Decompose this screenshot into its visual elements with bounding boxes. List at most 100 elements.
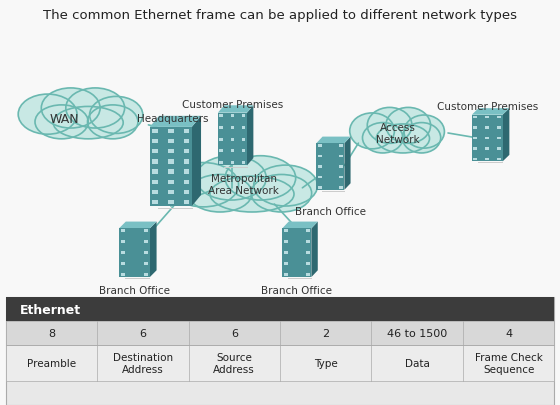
Polygon shape: [288, 278, 312, 279]
FancyBboxPatch shape: [284, 252, 288, 254]
Text: 46 to 1500: 46 to 1500: [387, 328, 447, 338]
FancyBboxPatch shape: [152, 190, 157, 195]
Text: Frame Check
Sequence: Frame Check Sequence: [475, 352, 543, 374]
Polygon shape: [282, 222, 318, 229]
FancyBboxPatch shape: [152, 200, 157, 205]
FancyBboxPatch shape: [318, 155, 321, 158]
FancyBboxPatch shape: [231, 150, 234, 153]
FancyBboxPatch shape: [241, 138, 245, 141]
Text: 6: 6: [231, 328, 238, 338]
FancyBboxPatch shape: [168, 160, 174, 164]
Ellipse shape: [18, 95, 77, 135]
Polygon shape: [503, 109, 510, 162]
Ellipse shape: [349, 114, 394, 149]
Ellipse shape: [168, 163, 239, 207]
FancyBboxPatch shape: [339, 166, 343, 168]
Ellipse shape: [210, 177, 294, 213]
FancyBboxPatch shape: [485, 158, 489, 161]
Text: 6: 6: [139, 328, 146, 338]
Polygon shape: [218, 106, 253, 113]
FancyBboxPatch shape: [497, 127, 501, 130]
Ellipse shape: [254, 166, 318, 207]
Ellipse shape: [90, 97, 143, 134]
Polygon shape: [150, 117, 201, 128]
Ellipse shape: [188, 175, 252, 213]
FancyBboxPatch shape: [485, 137, 489, 140]
FancyBboxPatch shape: [121, 274, 125, 276]
FancyBboxPatch shape: [497, 117, 501, 119]
FancyBboxPatch shape: [284, 230, 288, 232]
Polygon shape: [478, 163, 503, 164]
FancyBboxPatch shape: [306, 274, 310, 276]
FancyBboxPatch shape: [184, 150, 189, 154]
Text: Ethernet: Ethernet: [20, 303, 81, 316]
FancyBboxPatch shape: [220, 150, 223, 153]
FancyBboxPatch shape: [318, 176, 321, 179]
FancyBboxPatch shape: [316, 144, 344, 190]
FancyBboxPatch shape: [168, 129, 174, 134]
FancyBboxPatch shape: [150, 128, 192, 207]
Polygon shape: [316, 137, 351, 144]
Ellipse shape: [41, 89, 100, 129]
FancyBboxPatch shape: [339, 176, 343, 179]
FancyBboxPatch shape: [220, 115, 223, 117]
Polygon shape: [247, 106, 253, 166]
FancyBboxPatch shape: [168, 170, 174, 174]
Ellipse shape: [35, 106, 88, 139]
FancyBboxPatch shape: [485, 127, 489, 130]
FancyBboxPatch shape: [184, 170, 189, 174]
Ellipse shape: [376, 125, 430, 153]
Polygon shape: [322, 191, 345, 192]
FancyBboxPatch shape: [6, 298, 554, 321]
Text: Customer Premises: Customer Premises: [182, 99, 283, 109]
FancyBboxPatch shape: [339, 155, 343, 158]
FancyBboxPatch shape: [220, 162, 223, 165]
FancyBboxPatch shape: [284, 263, 288, 265]
FancyBboxPatch shape: [241, 126, 245, 129]
Text: Access
Network: Access Network: [376, 123, 419, 145]
FancyBboxPatch shape: [184, 129, 189, 134]
Polygon shape: [192, 117, 201, 207]
FancyBboxPatch shape: [474, 148, 478, 151]
FancyBboxPatch shape: [474, 127, 478, 130]
FancyBboxPatch shape: [241, 162, 245, 165]
FancyBboxPatch shape: [168, 180, 174, 184]
FancyBboxPatch shape: [231, 126, 234, 129]
FancyBboxPatch shape: [282, 229, 311, 277]
Text: The common Ethernet frame can be applied to different network types: The common Ethernet frame can be applied…: [43, 9, 517, 22]
Polygon shape: [125, 278, 151, 279]
Polygon shape: [150, 222, 157, 277]
Polygon shape: [119, 222, 157, 229]
Ellipse shape: [53, 107, 123, 139]
Ellipse shape: [87, 106, 138, 139]
Text: Branch Office: Branch Office: [262, 286, 332, 296]
FancyBboxPatch shape: [152, 180, 157, 184]
FancyBboxPatch shape: [306, 263, 310, 265]
FancyBboxPatch shape: [474, 158, 478, 161]
FancyBboxPatch shape: [485, 117, 489, 119]
Ellipse shape: [403, 123, 441, 153]
FancyBboxPatch shape: [241, 150, 245, 153]
Text: Branch Office: Branch Office: [99, 286, 170, 296]
FancyBboxPatch shape: [339, 187, 343, 189]
FancyBboxPatch shape: [184, 200, 189, 205]
Text: 2: 2: [322, 328, 329, 338]
FancyBboxPatch shape: [241, 115, 245, 117]
Text: Destination
Address: Destination Address: [113, 352, 173, 374]
Ellipse shape: [225, 156, 296, 200]
FancyBboxPatch shape: [231, 162, 234, 165]
Text: Branch Office: Branch Office: [295, 207, 366, 217]
FancyBboxPatch shape: [152, 139, 157, 144]
FancyBboxPatch shape: [184, 180, 189, 184]
Text: 4: 4: [505, 328, 512, 338]
FancyBboxPatch shape: [184, 160, 189, 164]
FancyBboxPatch shape: [220, 126, 223, 129]
FancyBboxPatch shape: [231, 138, 234, 141]
Polygon shape: [472, 109, 510, 115]
FancyBboxPatch shape: [6, 345, 554, 381]
Text: 8: 8: [48, 328, 55, 338]
FancyBboxPatch shape: [144, 230, 148, 232]
FancyBboxPatch shape: [497, 137, 501, 140]
Text: Data: Data: [405, 358, 430, 368]
FancyBboxPatch shape: [168, 139, 174, 144]
